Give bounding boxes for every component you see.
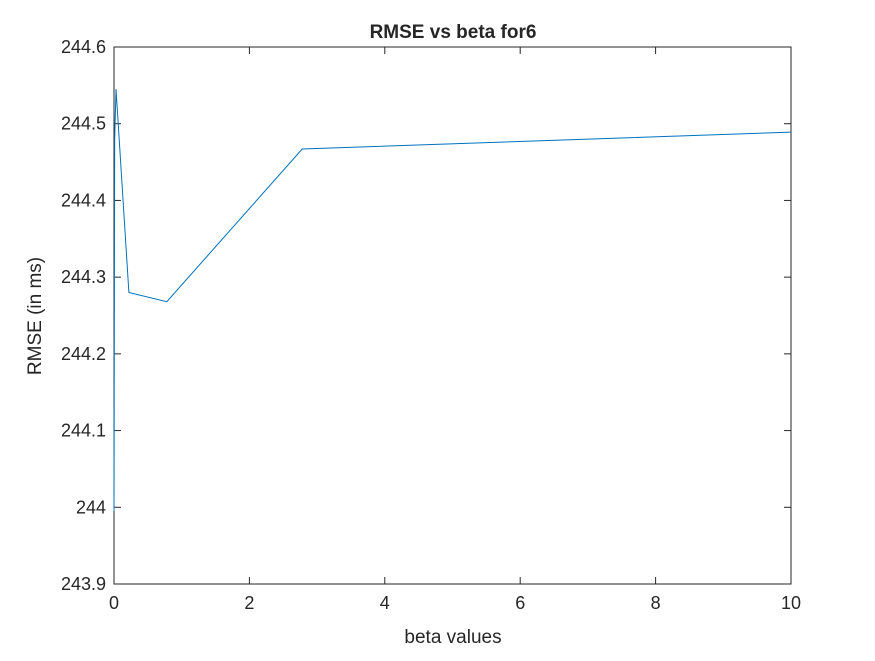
x-tick-label: 10 bbox=[781, 593, 801, 613]
y-tick-label: 244.1 bbox=[61, 421, 106, 441]
series-line bbox=[113, 89, 792, 512]
y-tick-label: 244.2 bbox=[61, 344, 106, 364]
y-tick-label: 243.9 bbox=[61, 574, 106, 594]
x-tick-label: 6 bbox=[515, 593, 525, 613]
chart-title: RMSE vs beta for6 bbox=[370, 22, 537, 43]
x-tick-label: 0 bbox=[109, 593, 119, 613]
y-tick-label: 244.5 bbox=[61, 114, 106, 134]
y-tick-label: 244.4 bbox=[61, 190, 106, 210]
y-tick-label: 244.6 bbox=[61, 37, 106, 57]
axes-box bbox=[113, 46, 792, 585]
y-tick-label: 244 bbox=[76, 497, 106, 517]
x-tick-label: 4 bbox=[380, 593, 390, 613]
plot-area: 0 2 4 6 8 10 243.9 244 244.1 244.2 244.3 244.4 244.5… bbox=[61, 37, 801, 613]
y-axis-label: RMSE (in ms) bbox=[25, 257, 46, 375]
x-tick-label: 2 bbox=[244, 593, 254, 613]
x-tick-label: 8 bbox=[651, 593, 661, 613]
y-tick-label: 244.3 bbox=[61, 267, 106, 287]
x-axis-label: beta values bbox=[404, 627, 501, 648]
